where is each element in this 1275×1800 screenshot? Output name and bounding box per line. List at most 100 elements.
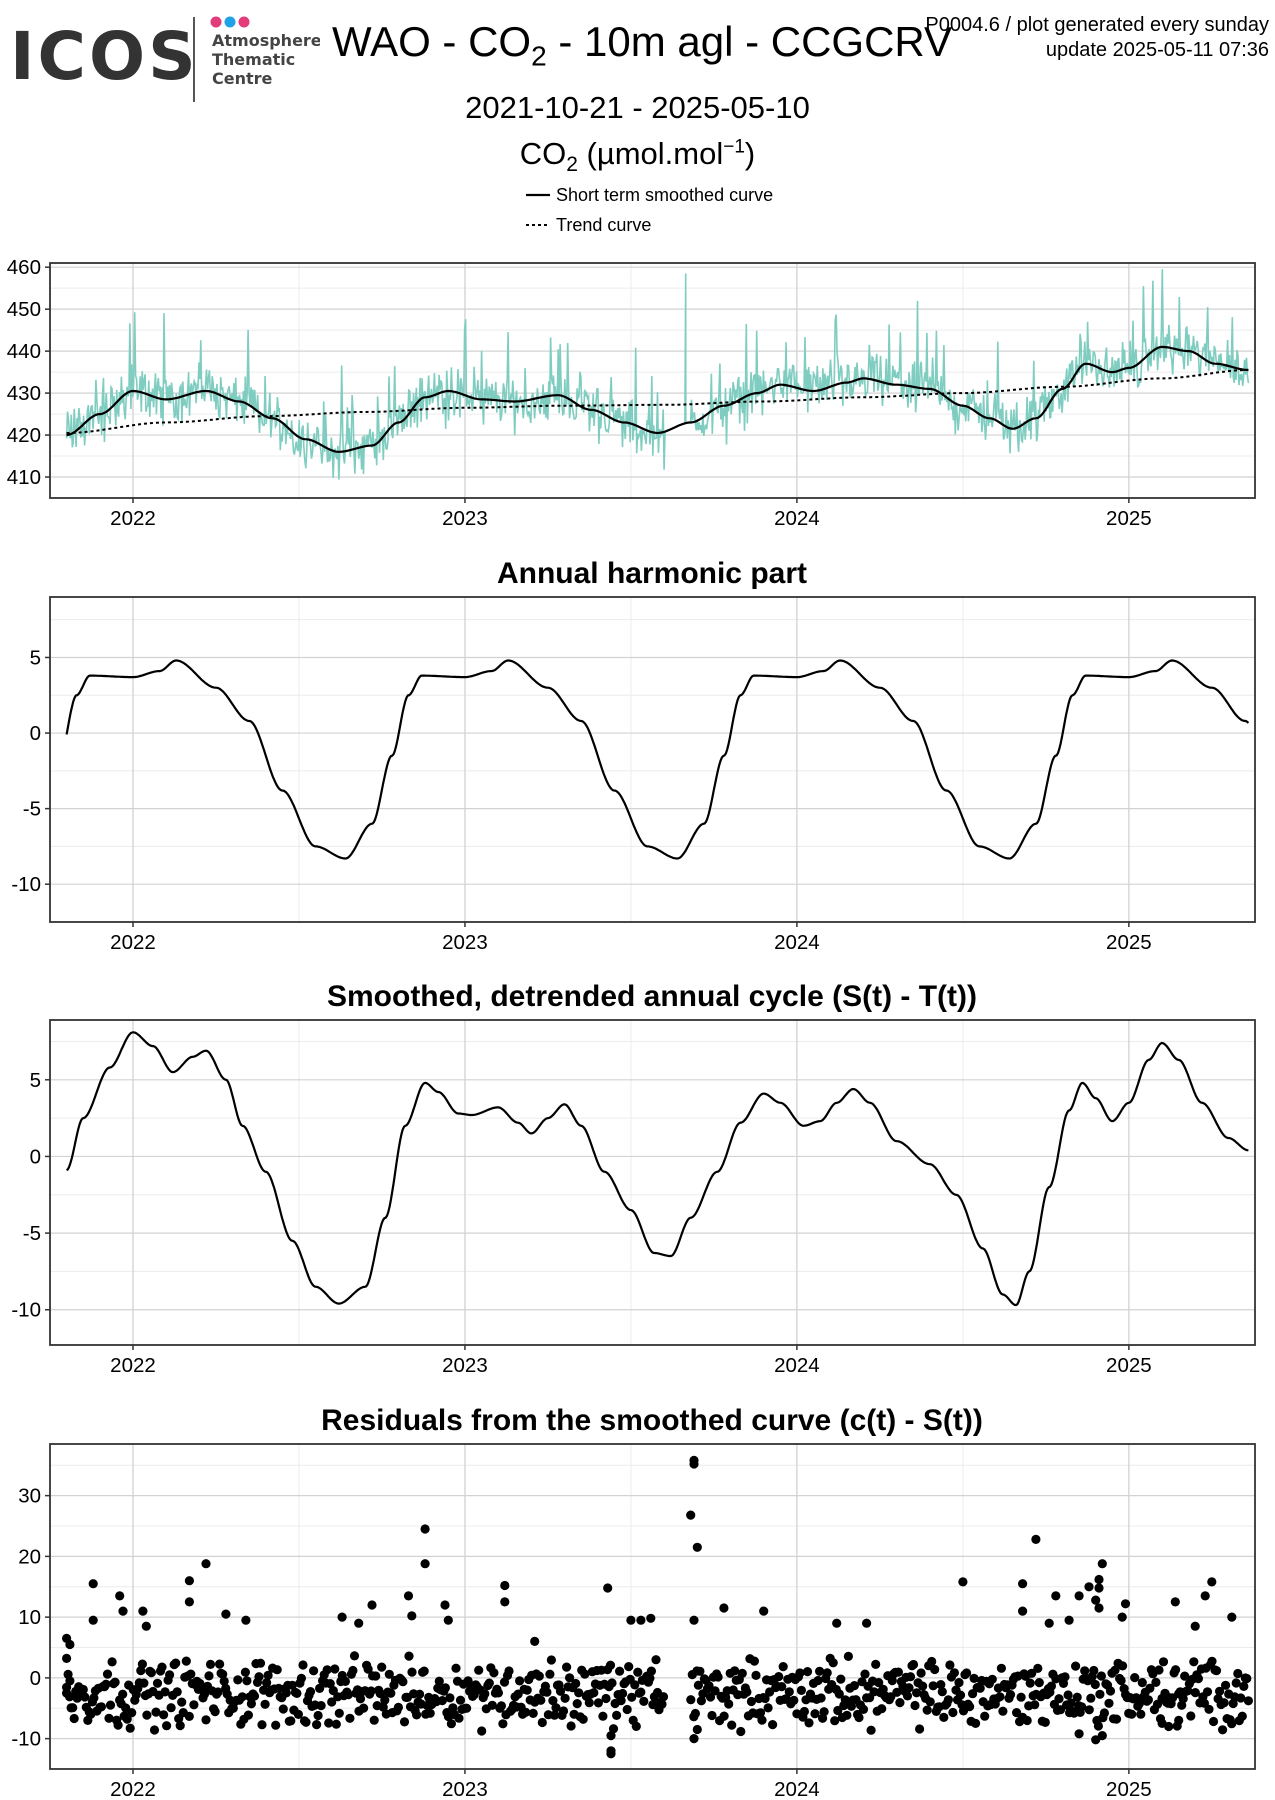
residual-point bbox=[925, 1697, 935, 1707]
residual-point bbox=[384, 1669, 394, 1679]
residual-point bbox=[1227, 1612, 1237, 1622]
logo-dot-2 bbox=[224, 16, 236, 28]
residual-point bbox=[639, 1696, 649, 1706]
residual-point bbox=[832, 1618, 842, 1628]
residual-point bbox=[746, 1696, 757, 1707]
residual-point bbox=[1064, 1615, 1074, 1625]
residual-point bbox=[784, 1687, 794, 1697]
residual-point bbox=[1097, 1559, 1107, 1569]
residual-point bbox=[696, 1696, 707, 1706]
x-tick-label: 2024 bbox=[774, 931, 820, 954]
residual-point bbox=[965, 1702, 975, 1712]
residual-point bbox=[927, 1656, 937, 1667]
panel-frame bbox=[49, 1019, 1256, 1346]
residual-point bbox=[724, 1699, 734, 1709]
residual-point bbox=[172, 1687, 182, 1697]
logo-subline-3: Centre bbox=[212, 69, 273, 88]
residual-point bbox=[366, 1686, 376, 1696]
residual-point bbox=[651, 1655, 661, 1665]
residual-point bbox=[440, 1600, 450, 1610]
residual-point bbox=[1243, 1696, 1253, 1706]
residual-point bbox=[139, 1678, 149, 1688]
x-tick-label: 2023 bbox=[442, 931, 488, 954]
residual-point bbox=[477, 1726, 487, 1736]
residual-point bbox=[1158, 1657, 1169, 1667]
residual-point bbox=[768, 1720, 778, 1730]
date-range: 2021-10-21 - 2025-05-10 bbox=[465, 90, 810, 125]
residual-point bbox=[110, 1677, 120, 1687]
residual-point bbox=[189, 1700, 199, 1710]
residual-point bbox=[1120, 1599, 1131, 1609]
residual-points bbox=[62, 1455, 1253, 1759]
legend-solid-line-icon bbox=[526, 193, 550, 197]
residual-point bbox=[834, 1689, 844, 1699]
residual-point bbox=[622, 1704, 632, 1715]
residual-point bbox=[443, 1615, 453, 1625]
residual-point bbox=[1094, 1574, 1104, 1585]
residual-point bbox=[1031, 1534, 1041, 1544]
residual-point bbox=[1193, 1674, 1203, 1684]
residual-point bbox=[737, 1668, 747, 1678]
residual-point bbox=[159, 1710, 169, 1720]
x-tick-label: 2023 bbox=[442, 507, 488, 530]
residual-point bbox=[545, 1669, 555, 1679]
residual-point bbox=[548, 1696, 558, 1706]
y-tick-label: 20 bbox=[18, 1545, 41, 1568]
residual-point bbox=[184, 1576, 194, 1586]
residual-point bbox=[686, 1695, 696, 1705]
logo-subline-2: Thematic bbox=[212, 50, 295, 69]
y-tick-label: 30 bbox=[18, 1485, 41, 1508]
residual-point bbox=[404, 1651, 414, 1661]
residual-point bbox=[778, 1662, 788, 1672]
residual-point bbox=[62, 1653, 72, 1663]
panel-title: Residuals from the smoothed curve (c(t) … bbox=[321, 1404, 983, 1437]
residual-point bbox=[589, 1688, 599, 1698]
residual-point bbox=[593, 1698, 604, 1708]
residual-point bbox=[1164, 1721, 1174, 1732]
plot-area bbox=[65, 269, 1250, 480]
residual-point bbox=[730, 1666, 740, 1676]
residual-point bbox=[843, 1651, 854, 1661]
residual-point bbox=[412, 1710, 422, 1720]
plot-id-line: P0004.6 / plot generated every sunday bbox=[925, 14, 1269, 36]
residual-point bbox=[799, 1706, 810, 1717]
residual-point bbox=[462, 1703, 472, 1713]
residual-point bbox=[380, 1695, 390, 1705]
x-tick-label: 2022 bbox=[110, 507, 156, 530]
residual-point bbox=[1091, 1595, 1101, 1605]
residual-point bbox=[892, 1687, 902, 1697]
residual-point bbox=[181, 1656, 191, 1666]
residual-point bbox=[1239, 1681, 1249, 1691]
residual-point bbox=[1211, 1666, 1222, 1676]
residual-point bbox=[522, 1685, 532, 1695]
residual-point bbox=[487, 1700, 497, 1710]
residual-point bbox=[1130, 1673, 1140, 1683]
residual-point bbox=[1095, 1689, 1105, 1699]
residual-point bbox=[1111, 1714, 1122, 1724]
update-timestamp: update 2025-05-11 07:36 bbox=[1045, 39, 1269, 61]
x-tick-label: 2024 bbox=[774, 1778, 820, 1800]
residual-point bbox=[605, 1660, 616, 1670]
residual-point bbox=[177, 1697, 187, 1707]
residual-point bbox=[1170, 1597, 1180, 1607]
x-tick-label: 2025 bbox=[1106, 931, 1152, 954]
residual-point bbox=[1051, 1591, 1061, 1601]
residual-point bbox=[1233, 1668, 1243, 1679]
residual-point bbox=[828, 1658, 838, 1668]
residual-point bbox=[305, 1687, 316, 1697]
residual-point bbox=[1074, 1729, 1084, 1739]
residual-point bbox=[796, 1685, 807, 1695]
residual-point bbox=[445, 1693, 455, 1703]
residual-point bbox=[205, 1659, 216, 1669]
residual-point bbox=[249, 1691, 260, 1701]
residual-point bbox=[657, 1699, 667, 1709]
residual-point bbox=[104, 1713, 114, 1723]
residual-point bbox=[287, 1680, 297, 1690]
residual-point bbox=[862, 1618, 872, 1628]
residual-point bbox=[1110, 1665, 1120, 1675]
residual-point bbox=[877, 1704, 887, 1714]
residual-point bbox=[331, 1719, 341, 1729]
residual-point bbox=[904, 1683, 914, 1693]
residual-point bbox=[292, 1688, 302, 1698]
residual-point bbox=[562, 1662, 572, 1672]
